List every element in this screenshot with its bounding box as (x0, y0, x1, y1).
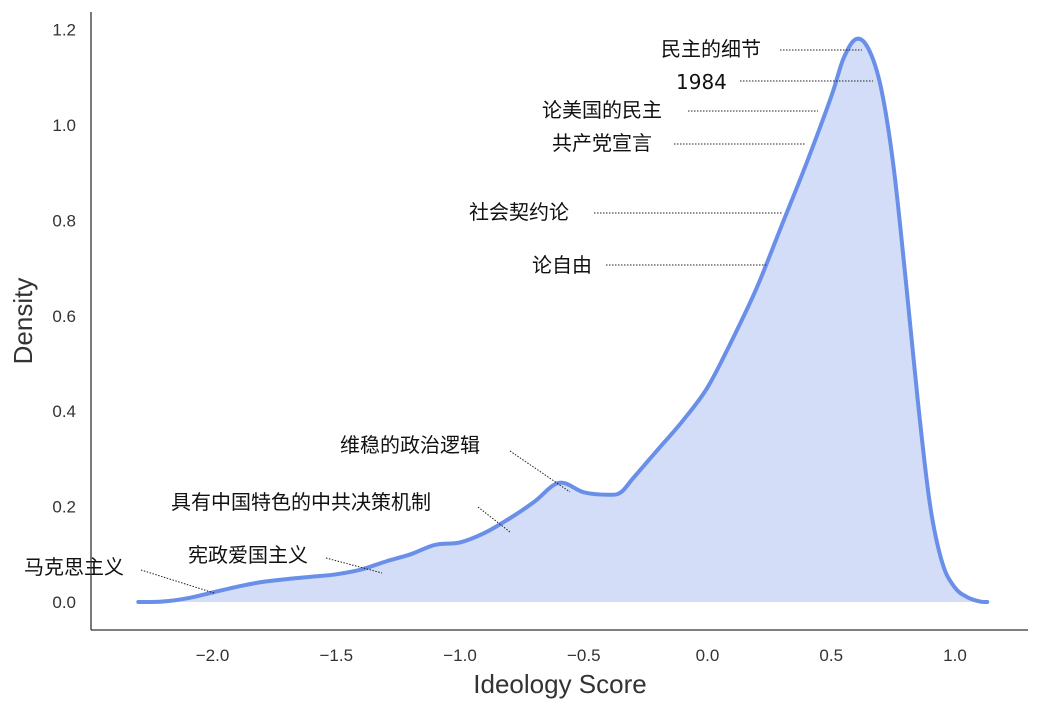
y-tick-label: 0.8 (52, 211, 76, 230)
y-tick-label: 0.2 (52, 498, 76, 517)
x-tick-label: −1.5 (319, 646, 353, 665)
density-area-fill (138, 39, 987, 602)
x-tick-label: 0.0 (696, 646, 720, 665)
annotation-label: 维稳的政治逻辑 (340, 433, 480, 457)
density-curve-group (138, 39, 987, 602)
y-tick-label: 0.6 (52, 307, 76, 326)
x-tick-label: −2.0 (196, 646, 230, 665)
annotation-label: 共产党宣言 (552, 131, 652, 155)
annotation-leader-line (141, 570, 214, 593)
y-tick-label: 0.0 (52, 593, 76, 612)
x-tick-label: −0.5 (567, 646, 601, 665)
annotation-label: 论美国的民主 (542, 98, 662, 122)
annotation-label: 1984 (676, 70, 727, 94)
y-tick-label: 1.0 (52, 116, 76, 135)
x-axis-title: Ideology Score (473, 669, 646, 699)
annotation-label: 论自由 (532, 253, 592, 277)
y-tick-label: 1.2 (52, 21, 76, 40)
annotation-label: 具有中国特色的中共决策机制 (171, 490, 431, 514)
x-tick-label: 0.5 (819, 646, 843, 665)
x-tick-label: −1.0 (443, 646, 477, 665)
annotation-label: 社会契约论 (469, 200, 569, 224)
y-axis-ticks: 0.0 0.2 0.4 0.6 0.8 1.0 1.2 (52, 21, 76, 612)
annotation-label: 宪政爱国主义 (188, 543, 308, 567)
y-axis-title: Density (8, 278, 38, 365)
x-axis-ticks: −2.0 −1.5 −1.0 −0.5 0.0 0.5 1.0 (196, 646, 967, 665)
x-tick-label: 1.0 (943, 646, 967, 665)
annotation-label: 民主的细节 (661, 37, 761, 61)
y-tick-label: 0.4 (52, 402, 76, 421)
annotation-label: 马克思主义 (24, 555, 124, 579)
